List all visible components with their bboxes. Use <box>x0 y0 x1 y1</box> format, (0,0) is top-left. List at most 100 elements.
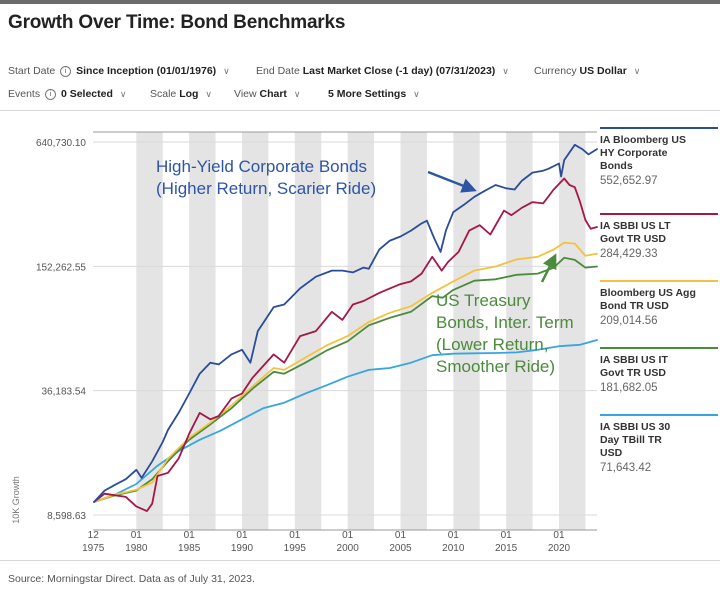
end-date-value: Last Market Close (-1 day) (07/31/2023) <box>302 65 496 77</box>
legend-item-hy[interactable]: IA Bloomberg US HY Corporate Bonds 552,6… <box>600 127 718 187</box>
y-tick-label: 36,183.54 <box>42 387 87 398</box>
hy-annotation-line: (Higher Return, Scarier Ride) <box>156 179 377 198</box>
legend-value: 552,652.97 <box>600 175 658 187</box>
events-control[interactable]: Events i 0 Selected ∨ <box>8 88 126 100</box>
scale-label: Scale <box>150 88 177 100</box>
series-line-lt <box>93 177 598 513</box>
x-axis: 12 1975 01 1980 01 1985 01 1990 01 1995 01 2000 01 20… <box>82 530 570 554</box>
chevron-down-icon: ∨ <box>293 89 301 99</box>
source-note: Source: Morningstar Direct. Data as of J… <box>8 573 255 585</box>
legend-name: IA Bloomberg US HY Corporate Bonds <box>600 134 686 172</box>
view-value: Chart <box>259 88 287 100</box>
y-axis-label: 10K Growth <box>11 476 21 524</box>
start-date-label: Start Date <box>8 65 56 77</box>
legend-name: IA SBBI US 30 Day TBill TR USD <box>600 421 671 459</box>
x-tick-label: 2015 <box>495 543 518 554</box>
chevron-down-icon: ∨ <box>119 89 127 99</box>
legend-name: IA SBBI US LT Govt TR USD <box>600 220 671 245</box>
x-tick-label: 1995 <box>284 543 307 554</box>
events-label: Events <box>8 88 41 100</box>
x-tick-label: 1980 <box>125 543 148 554</box>
info-icon[interactable]: i <box>45 88 57 100</box>
x-tick-label: 1985 <box>178 543 201 554</box>
x-tick-label: 12 <box>88 530 100 541</box>
x-tick-label: 2000 <box>337 543 360 554</box>
legend-value: 181,682.05 <box>600 382 658 394</box>
shaded-band <box>400 132 427 530</box>
view-control[interactable]: View Chart ∨ <box>234 88 300 100</box>
shaded-band <box>453 132 480 530</box>
legend-name: Bloomberg US Agg Bond TR USD <box>600 287 696 312</box>
series-line-hy <box>93 143 598 503</box>
legend-value: 71,643.42 <box>600 462 652 474</box>
legend-item-lt[interactable]: IA SBBI US LT Govt TR USD 284,429.33 <box>600 213 718 260</box>
scale-value: Log <box>179 88 199 100</box>
y-tick-label: 8,598.63 <box>47 511 86 522</box>
x-tick-label: 01 <box>184 530 196 541</box>
legend-swatch <box>600 127 718 129</box>
x-tick-label: 01 <box>553 530 565 541</box>
legend-swatch <box>600 213 718 215</box>
chevron-down-icon: ∨ <box>223 66 230 76</box>
x-tick-label: 1975 <box>82 543 105 554</box>
legend-swatch <box>600 414 718 416</box>
x-tick-label: 01 <box>342 530 354 541</box>
hy-arrow <box>427 170 477 193</box>
divider <box>0 560 720 561</box>
ust-annotation-line: (Lower Return, <box>436 335 549 354</box>
x-tick-label: 2005 <box>389 543 412 554</box>
scale-control[interactable]: Scale Log ∨ <box>150 88 212 100</box>
x-tick-label: 01 <box>395 530 407 541</box>
gridlines <box>93 131 597 531</box>
view-label: View <box>234 88 257 100</box>
series-line-it <box>93 256 598 503</box>
y-tick-label: 640,730.10 <box>36 138 86 149</box>
chevron-down-icon: ∨ <box>633 66 641 76</box>
info-icon[interactable]: i <box>60 65 72 77</box>
y-axis: 8,598.63 36,183.54 152,262.55 640,730.10 <box>36 138 86 522</box>
divider <box>0 110 720 111</box>
legend-item-tbill[interactable]: IA SBBI US 30 Day TBill TR USD 71,643.42 <box>600 414 718 474</box>
legend-swatch <box>600 347 718 349</box>
hy-annotation: High-Yield Corporate Bonds (Higher Retur… <box>156 156 376 200</box>
currency-control[interactable]: Currency US Dollar ∨ <box>534 65 640 77</box>
legend-value: 284,429.33 <box>600 248 658 260</box>
growth-chart: 8,598.63 36,183.54 152,262.55 640,730.10 12… <box>11 131 598 554</box>
shaded-band <box>241 132 269 530</box>
legend-value: 209,014.56 <box>600 315 658 327</box>
ust-annotation-line: Smoother Ride) <box>436 357 556 376</box>
shaded-band <box>506 132 533 530</box>
legend-item-agg[interactable]: Bloomberg US Agg Bond TR USD 209,014.56 <box>600 280 718 327</box>
series-line-agg <box>93 241 598 503</box>
currency-value: US Dollar <box>579 65 627 77</box>
more-settings-label: 5 More Settings <box>328 88 407 100</box>
annotation-arrows <box>427 170 557 283</box>
start-date-value: Since Inception (01/01/1976) <box>76 65 217 77</box>
legend-item-it[interactable]: IA SBBI US IT Govt TR USD 181,682.05 <box>600 347 718 394</box>
series-lines <box>93 143 598 513</box>
chevron-down-icon: ∨ <box>413 89 420 99</box>
currency-label: Currency <box>534 65 577 77</box>
chevron-down-icon: ∨ <box>205 89 212 99</box>
x-tick-label: 01 <box>236 530 248 541</box>
y-tick-label: 152,262.55 <box>36 262 86 273</box>
top-rule <box>0 0 720 4</box>
legend-name: IA SBBI US IT Govt TR USD <box>600 354 668 379</box>
ust-annotation-line: US Treasury <box>436 291 531 310</box>
end-date-control[interactable]: End Date Last Market Close (-1 day) (07/… <box>256 65 509 77</box>
x-tick-label: 1990 <box>231 543 254 554</box>
x-tick-label: 2020 <box>548 543 571 554</box>
more-settings-control[interactable]: 5 More Settings ∨ <box>328 88 420 100</box>
shaded-band <box>136 132 163 530</box>
hy-annotation-line: High-Yield Corporate Bonds <box>156 157 368 176</box>
x-tick-label: 01 <box>501 530 513 541</box>
x-tick-label: 01 <box>289 530 301 541</box>
ust-annotation-line: Bonds, Inter. Term <box>436 313 574 332</box>
ust-arrow <box>540 253 557 283</box>
start-date-control[interactable]: Start Date i Since Inception (01/01/1976… <box>8 65 230 77</box>
legend-swatch <box>600 280 718 282</box>
shaded-band <box>558 132 586 530</box>
page-title: Growth Over Time: Bond Benchmarks <box>8 12 346 33</box>
x-tick-label: 01 <box>131 530 143 541</box>
events-value: 0 Selected <box>60 88 113 100</box>
